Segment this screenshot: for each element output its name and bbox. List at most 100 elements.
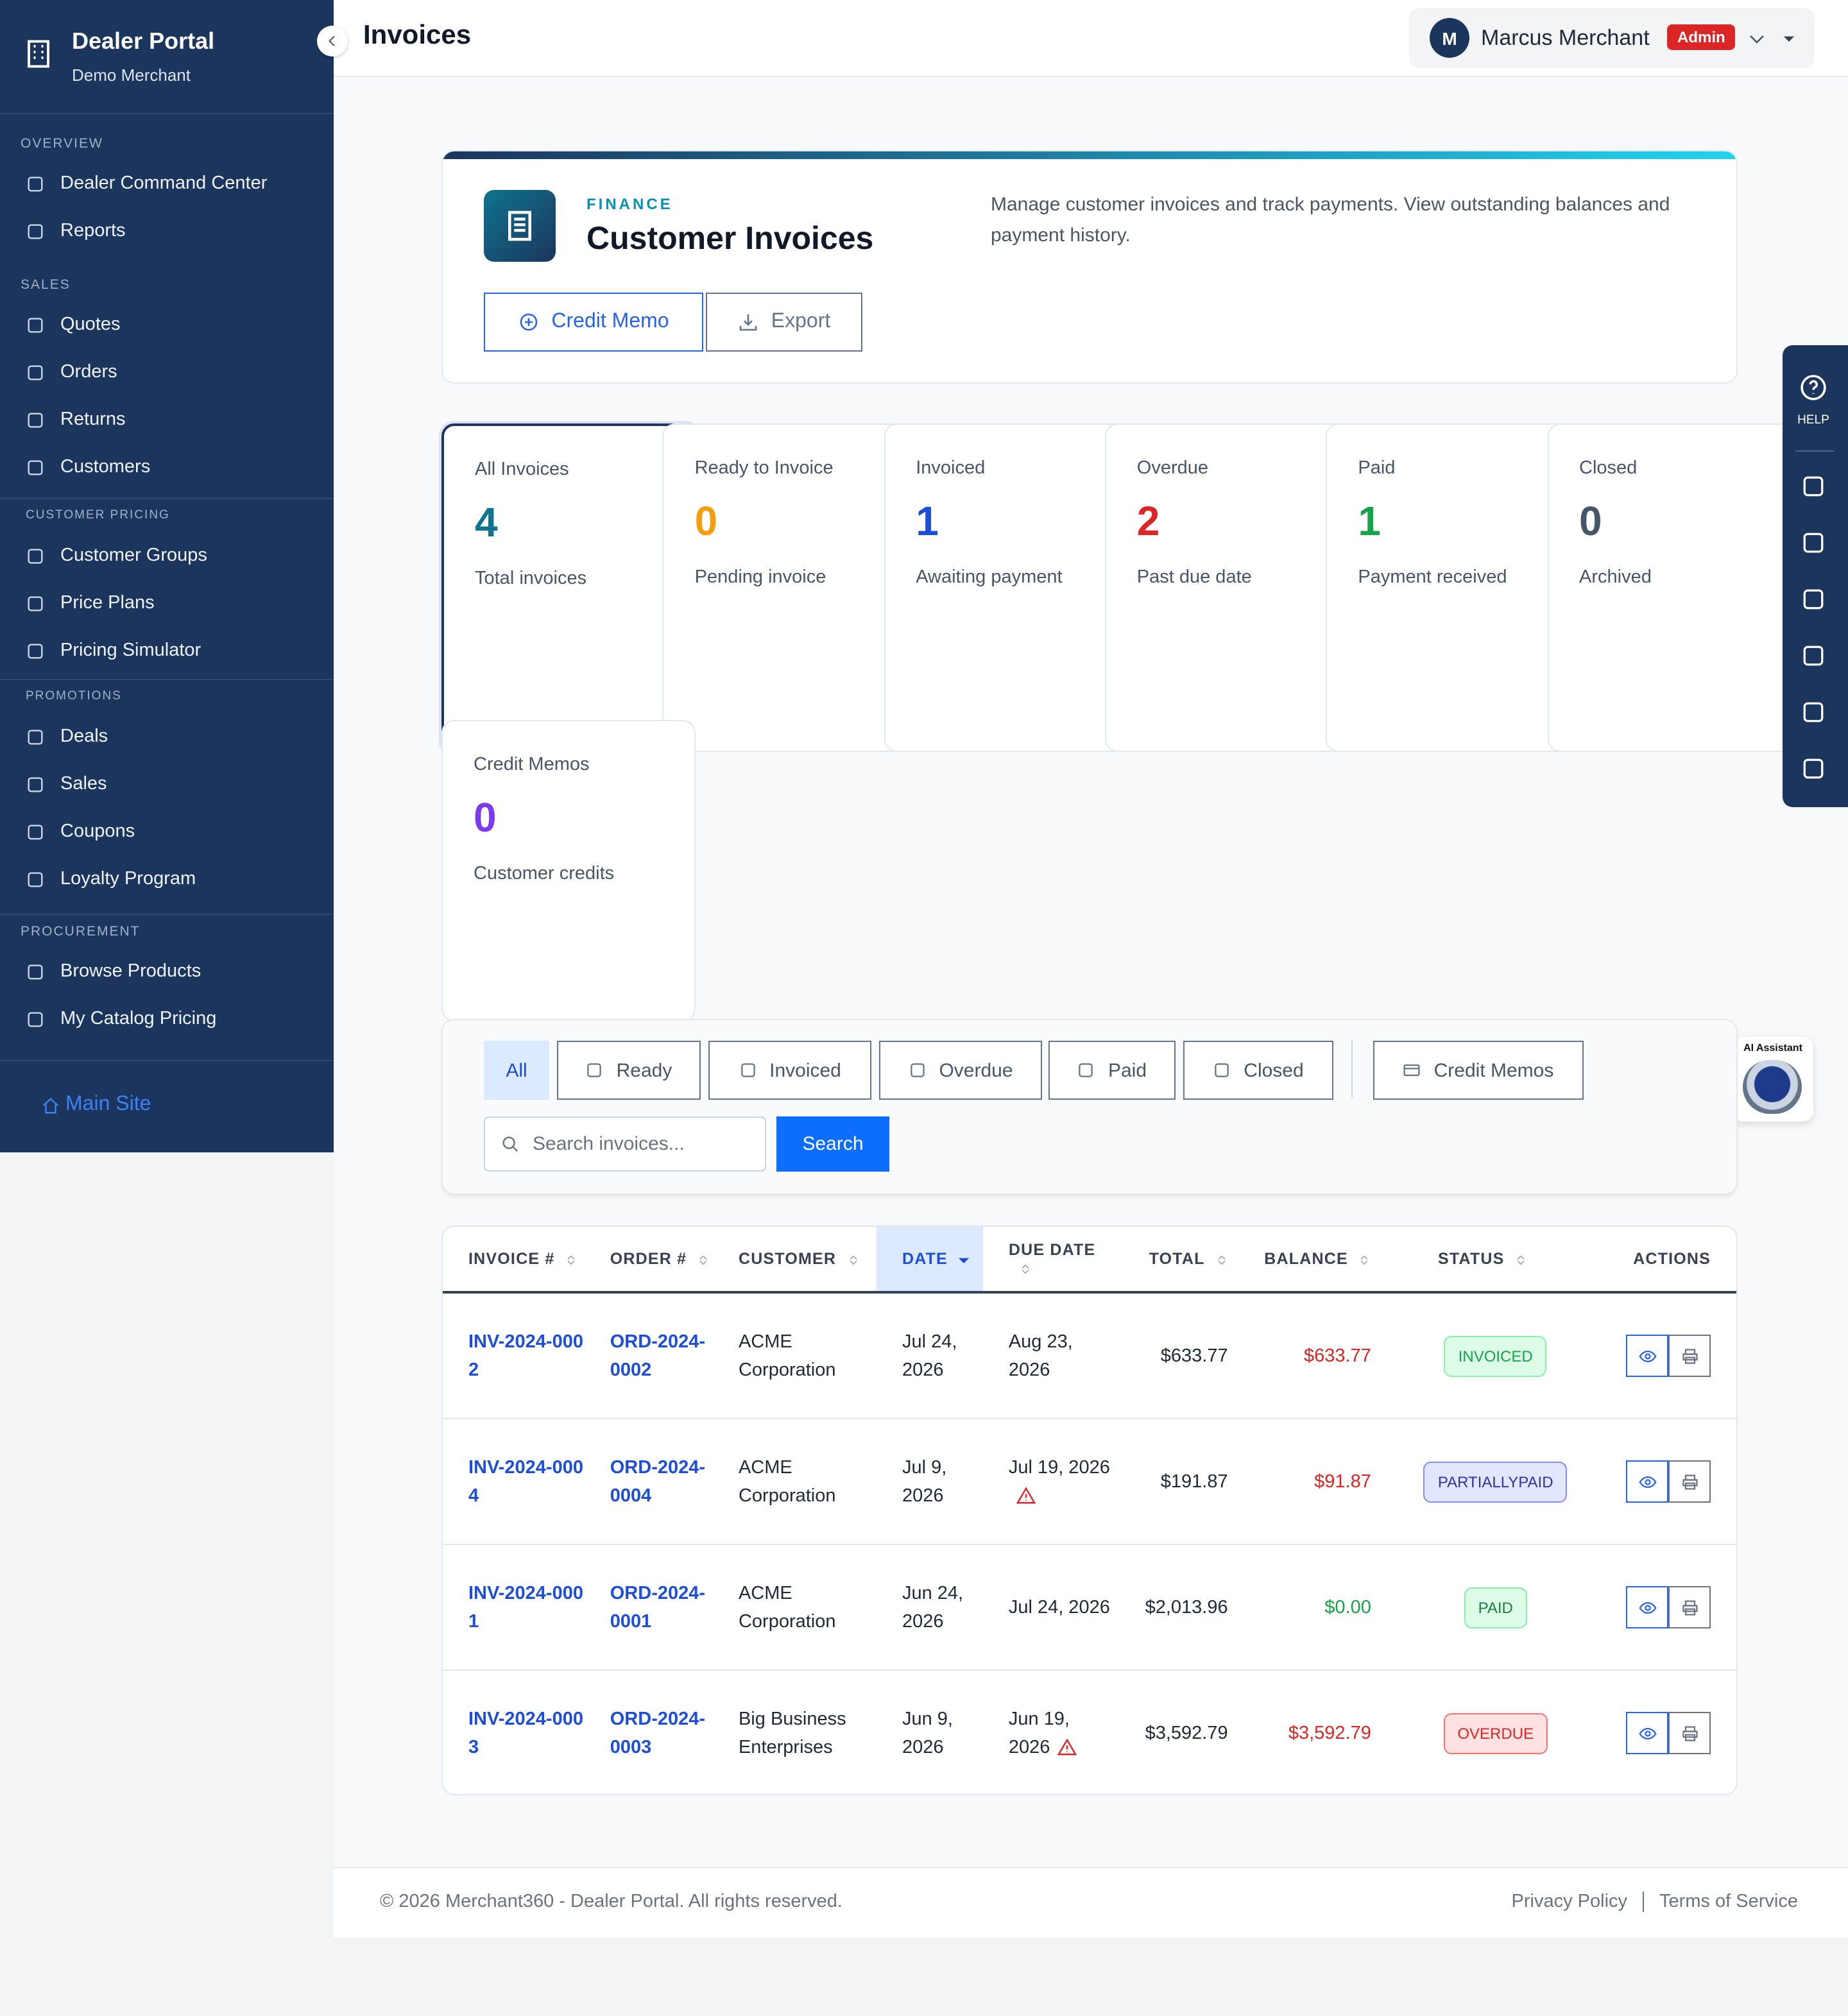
stat-card[interactable]: Ready to Invoice 0 Pending invoice [662,423,917,752]
column-header[interactable]: TOTAL [1115,1227,1254,1294]
filter-tab[interactable]: Closed [1183,1041,1333,1100]
nav-item[interactable]: My Catalog Pricing [26,1009,216,1029]
column-header[interactable]: INVOICE # [443,1227,585,1294]
stat-card[interactable]: Paid 1 Payment received [1326,423,1580,752]
cell: Aug 23, 2026 [982,1292,1116,1419]
filter-tab[interactable]: Invoiced [708,1041,871,1100]
tab-label: Paid [1108,1059,1147,1081]
main-site-link[interactable]: Main Site [41,1093,151,1116]
action-group [1626,1335,1711,1377]
stat-card[interactable]: Credit Memos 0 Customer credits [441,720,696,1021]
filter-tab[interactable]: Paid [1048,1041,1176,1100]
tab-label: Ready [616,1059,672,1081]
sort-icon [1019,1262,1032,1275]
filter-tab[interactable]: Credit Memos [1373,1041,1584,1100]
hero-button[interactable]: Credit Memo [484,293,703,352]
hero-button[interactable]: Export [706,293,862,352]
order[interactable]: ORD-2024-0002 [610,1331,706,1380]
invoice[interactable]: INV-2024-0001 [468,1583,583,1632]
collapse-button[interactable] [317,26,348,56]
order[interactable]: ORD-2024-0004 [610,1457,706,1506]
nav-item[interactable]: Customer Groups [26,545,207,566]
nav-item[interactable]: Sales [26,774,107,794]
nav-item[interactable]: Reports [26,221,126,241]
stat-caption: Customer credits [474,864,615,884]
cell: INVOICED [1396,1292,1595,1419]
nav-item[interactable]: Price Plans [26,593,155,613]
sidebar: Dealer Portal Demo Merchant OVERVIEW Dealer… [0,0,334,1152]
footer-link[interactable]: Privacy Policy [1511,1892,1628,1912]
nav-item[interactable]: Browse Products [26,961,201,982]
separator [1643,1892,1645,1912]
action-button[interactable] [1668,1712,1711,1754]
nav-item[interactable]: Returns [26,409,126,430]
column-header[interactable]: CUSTOMER [712,1227,877,1294]
action-button[interactable] [1626,1335,1668,1377]
ai-assistant[interactable]: AI Assistant [1733,1037,1813,1122]
order[interactable]: ORD-2024-0001 [610,1583,706,1632]
hero-title: Customer Invoices [586,221,874,257]
filter-tab[interactable]: Overdue [879,1041,1042,1100]
search-input[interactable]: Search invoices... [484,1116,766,1172]
footer-link[interactable]: Terms of Service [1659,1892,1798,1912]
rail-icon[interactable] [1801,643,1826,669]
nav-item[interactable]: Loyalty Program [26,869,196,889]
column-header[interactable]: DUE DATE [982,1227,1116,1294]
user-menu[interactable]: M Marcus Merchant Admin [1409,8,1815,68]
action-button[interactable] [1626,1460,1668,1503]
column-header[interactable]: DATE [876,1227,983,1294]
action-button[interactable] [1668,1335,1711,1377]
column-header[interactable]: ORDER # [584,1227,713,1294]
balance: $91.87 [1314,1471,1371,1492]
action-button[interactable] [1626,1712,1668,1754]
rail-icon[interactable] [1801,699,1826,725]
nav-item[interactable]: Dealer Command Center [26,173,267,194]
page-title: Invoices [363,21,472,50]
nav-item[interactable]: Coupons [26,821,135,842]
filter-tab[interactable]: All [484,1041,549,1100]
rail-icon[interactable] [1801,530,1826,556]
column-header[interactable]: STATUS [1396,1227,1595,1294]
action-button[interactable] [1626,1586,1668,1628]
action-button[interactable] [1668,1586,1711,1628]
total: $3,592.79 [1145,1723,1228,1743]
invoice[interactable]: INV-2024-0003 [468,1709,583,1757]
invoice[interactable]: INV-2024-0002 [468,1331,583,1380]
column-label: BALANCE [1264,1250,1348,1268]
nav-item[interactable]: Deals [26,726,108,747]
hero-icon [484,190,556,262]
stat-label: Credit Memos [474,755,590,775]
stat-card[interactable]: All Invoices 4 Total invoices [441,423,698,755]
nav-label: Reports [60,221,126,241]
filter-tab[interactable]: Ready [557,1041,701,1100]
nav-item[interactable]: Pricing Simulator [26,640,201,661]
divider [0,679,334,680]
nav-item[interactable]: Orders [26,362,117,382]
hero-accent [443,151,1736,159]
cell: INV-2024-0001 [443,1544,585,1671]
order[interactable]: ORD-2024-0003 [610,1709,706,1757]
invoice[interactable]: INV-2024-0004 [468,1457,583,1506]
stat-card[interactable]: Invoiced 1 Awaiting payment [884,423,1138,752]
rail-icon[interactable] [1801,586,1826,612]
stat-card[interactable]: Overdue 2 Past due date [1104,423,1359,752]
nav-item[interactable]: Quotes [26,314,121,335]
date: Jun 9, 2026 [902,1709,953,1757]
status-badge: INVOICED [1444,1335,1547,1376]
search-button[interactable]: Search [776,1116,889,1172]
action-button[interactable] [1668,1460,1711,1503]
tab-label: Invoiced [769,1059,841,1081]
footer: © 2026 Merchant360 - Dealer Portal. All … [334,1867,1848,1938]
cell: INV-2024-0004 [443,1419,585,1545]
stat-caption: Past due date [1136,567,1252,588]
nav-item[interactable]: Customers [26,457,150,477]
rail-icon[interactable] [1801,756,1826,782]
header-row: INVOICE # ORDER # CUSTOMER DATE DUE DATE TOTA… [443,1227,1736,1294]
stat-card[interactable]: Closed 0 Archived [1547,423,1801,752]
column-header[interactable]: BALANCE [1253,1227,1397,1294]
cell: ORD-2024-0002 [584,1292,713,1419]
nav-icon [26,221,45,241]
customer: ACME Corporation [738,1331,836,1380]
rail-icon[interactable] [1801,474,1826,499]
